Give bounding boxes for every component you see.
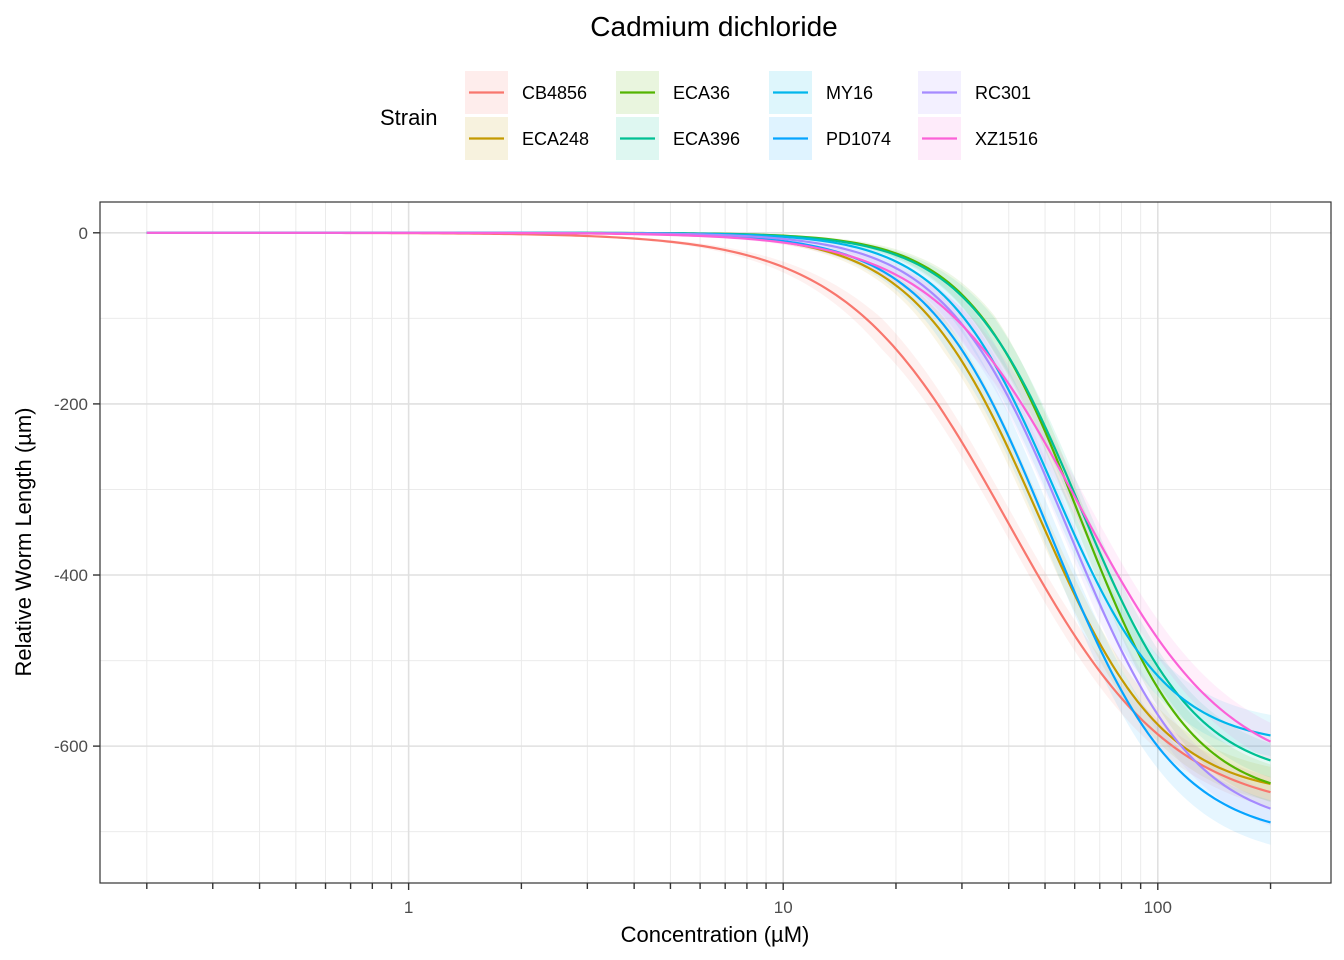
x-tick-label: 1 xyxy=(404,898,413,917)
x-axis-ticks: 1 10 100 xyxy=(146,883,1272,917)
legend-item-eca36: ECA36 xyxy=(616,71,730,114)
legend-label: PD1074 xyxy=(826,129,891,149)
legend-item-xz1516: XZ1516 xyxy=(918,117,1038,160)
y-tick-label: -600 xyxy=(54,737,88,756)
ribbon-pd1074 xyxy=(146,232,1271,845)
y-tick-label: -400 xyxy=(54,566,88,585)
plot-panel xyxy=(99,201,1332,884)
x-tick-label: 10 xyxy=(774,898,793,917)
legend: CB4856 ECA248 ECA36 ECA396 MY16 PD1074 RC301 XZ… xyxy=(465,71,1038,160)
legend-label: ECA396 xyxy=(673,129,740,149)
legend-item-eca248: ECA248 xyxy=(465,117,589,160)
panel-border xyxy=(99,201,1332,884)
chart-title: Cadmium dichloride xyxy=(590,11,837,42)
legend-item-rc301: RC301 xyxy=(918,71,1031,114)
legend-item-cb4856: CB4856 xyxy=(465,71,587,114)
legend-item-my16: MY16 xyxy=(769,71,873,114)
x-tick-label: 100 xyxy=(1144,898,1172,917)
y-tick-label: -200 xyxy=(54,395,88,414)
legend-item-pd1074: PD1074 xyxy=(769,117,891,160)
legend-label: XZ1516 xyxy=(975,129,1038,149)
legend-title: Strain xyxy=(380,105,437,130)
legend-item-eca396: ECA396 xyxy=(616,117,740,160)
x-axis-title: Concentration (µM) xyxy=(621,922,810,947)
y-axis-ticks: 0 -200 -400 -600 xyxy=(54,224,100,756)
legend-label: CB4856 xyxy=(522,83,587,103)
legend-label: ECA248 xyxy=(522,129,589,149)
y-tick-label: 0 xyxy=(79,224,88,243)
ribbon-eca248 xyxy=(146,232,1271,802)
legend-label: RC301 xyxy=(975,83,1031,103)
ribbon-rc301 xyxy=(146,232,1271,826)
legend-label: MY16 xyxy=(826,83,873,103)
y-axis-title: Relative Worm Length (µm) xyxy=(11,407,36,676)
fit-lines xyxy=(146,231,1272,824)
minor-gridlines xyxy=(100,202,1331,883)
line-xz1516 xyxy=(146,231,1272,743)
legend-label: ECA36 xyxy=(673,83,730,103)
panel-background xyxy=(100,202,1331,883)
